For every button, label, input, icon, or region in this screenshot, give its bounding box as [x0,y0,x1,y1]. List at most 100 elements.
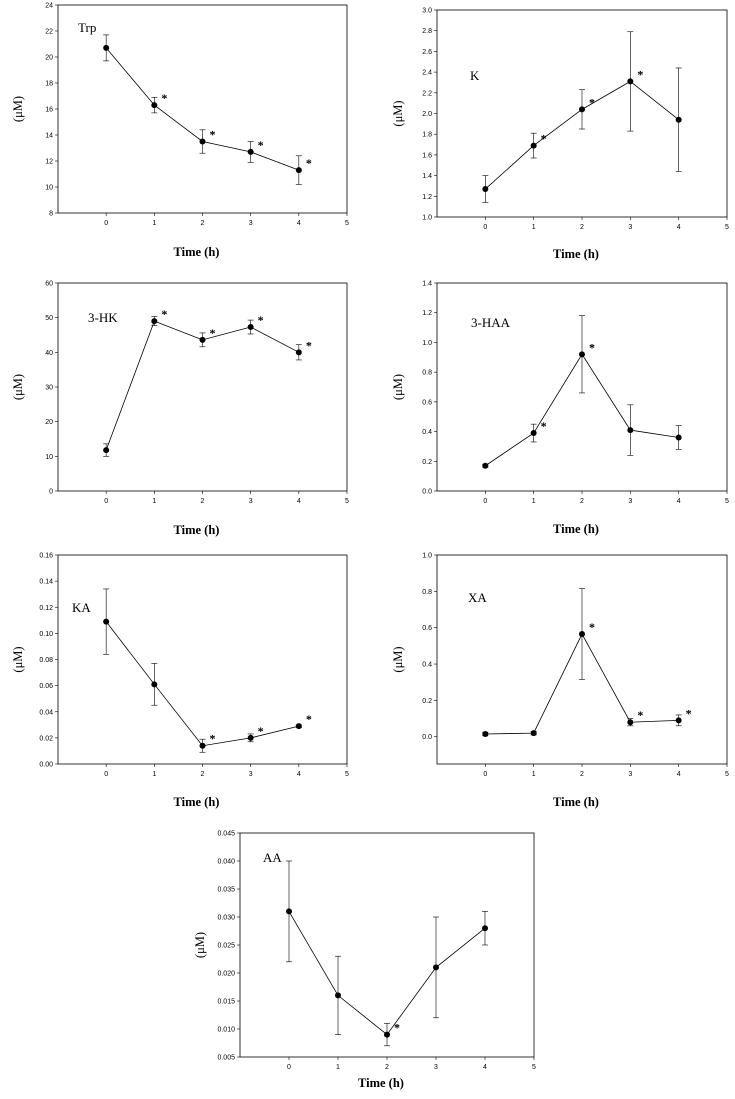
significance-asterisk: * [394,1021,400,1035]
significance-asterisk: * [589,95,595,109]
data-point [675,717,682,724]
y-tick-label: 1.2 [422,310,432,317]
y-tick-label: 18 [45,81,53,88]
y-tick-label: 0.020 [217,971,235,978]
y-tick-label: 0.035 [217,887,235,894]
x-tick-label: 4 [297,220,301,227]
y-tick-label: 0.16 [39,553,53,560]
x-tick-label: 0 [483,224,487,231]
x-tick-label: 5 [345,771,349,778]
significance-asterisk: * [306,712,312,726]
significance-asterisk: * [589,340,595,354]
y-tick-label: 8 [49,211,53,218]
x-tick-label: 5 [345,498,349,505]
y-tick-label: 1.8 [422,132,432,139]
y-tick-label: 0.025 [217,943,235,950]
data-point [199,138,206,145]
y-tick-label: 10 [45,454,53,461]
y-tick-label: 0.02 [39,735,53,742]
data-point [675,434,682,441]
y-tick-label: 0.8 [422,589,432,596]
plot-frame [57,4,348,214]
y-tick-label: 0.2 [422,459,432,466]
x-tick-label: 0 [104,220,108,227]
y-tick-label: 0.10 [39,631,53,638]
panel-title: KA [72,600,91,615]
y-tick-label: 1.0 [422,215,432,222]
data-point [151,102,158,109]
data-point [286,908,292,915]
x-tick-label: 4 [297,498,301,505]
panel-k: 1.0 1.2 1.4 1.6 1.8 2.0 2.2 2.4 2.6 2.8 3.0 0 1 2 3 4 5 K… [391,8,729,262]
data-point [482,731,489,738]
y-tick-label: 0.8 [422,370,432,377]
x-axis-label: Time (h) [358,1076,404,1090]
significance-asterisk: * [210,128,216,142]
y-tick-label: 0.12 [39,605,53,612]
y-tick-label: 0.030 [217,915,235,922]
y-tick-label: 0.04 [39,709,53,716]
x-tick-label: 1 [532,771,536,778]
x-axis-label: Time (h) [174,245,220,259]
y-tick-label: 1.0 [422,340,432,347]
plot-frame [57,554,348,765]
y-tick-label: 2.4 [422,70,432,77]
x-tick-label: 5 [345,220,349,227]
significance-asterisk: * [541,132,547,146]
data-point [199,336,206,343]
y-axis-label: (μM) [391,374,405,400]
panel-title: 3-HK [88,310,118,325]
x-tick-label: 4 [297,771,301,778]
data-point [579,631,585,638]
data-point [295,349,302,356]
x-tick-label: 0 [104,771,108,778]
y-tick-label: 0.0 [422,734,432,741]
significance-asterisk: * [161,91,167,105]
x-tick-label: 2 [201,771,205,778]
y-axis-label: (μM) [391,646,405,672]
panel-title: Trp [78,20,96,35]
x-axis-label: Time (h) [553,795,599,809]
y-axis-label: (μM) [11,96,25,122]
data-point [295,723,302,730]
y-tick-label: 0.4 [422,662,432,669]
y-tick-label: 2.0 [422,111,432,118]
data-point [579,351,585,358]
x-tick-label: 2 [385,1064,389,1071]
x-tick-label: 1 [152,771,156,778]
panel-xa: 0.0 0.2 0.4 0.6 0.8 1.0 0 1 2 3 4 5 XA Time (h) (μM) * *… [391,553,729,810]
x-tick-label: 2 [580,224,584,231]
x-tick-label: 0 [104,498,108,505]
data-point [247,148,254,155]
x-tick-label: 3 [628,771,632,778]
data-point [247,734,254,741]
data-point [295,167,302,174]
y-tick-label: 14 [45,133,53,140]
data-point [675,116,682,123]
significance-asterisk: * [306,156,312,170]
x-tick-label: 5 [532,1064,536,1071]
panel-ka: 0.00 0.02 0.04 0.06 0.08 0.10 0.12 0.14 0.16 0 1 2 3… [11,553,349,810]
x-tick-label: 3 [249,220,253,227]
y-tick-label: 1.6 [422,152,432,159]
data-point [247,324,254,331]
significance-asterisk: * [541,419,547,433]
data-point [151,681,158,688]
x-tick-label: 4 [677,771,681,778]
significance-asterisk: * [258,724,264,738]
y-tick-label: 0.00 [39,762,53,769]
series-line [105,621,299,747]
x-tick-label: 5 [725,771,729,778]
data-point [103,447,110,454]
data-point [384,1031,390,1038]
x-tick-label: 4 [677,498,681,505]
x-tick-label: 2 [580,498,584,505]
y-tick-label: 24 [45,3,53,10]
data-point [103,618,110,625]
y-tick-label: 0.2 [422,698,432,705]
y-tick-label: 20 [45,55,53,62]
significance-asterisk: * [637,67,643,81]
y-tick-label: 0.6 [422,399,432,406]
